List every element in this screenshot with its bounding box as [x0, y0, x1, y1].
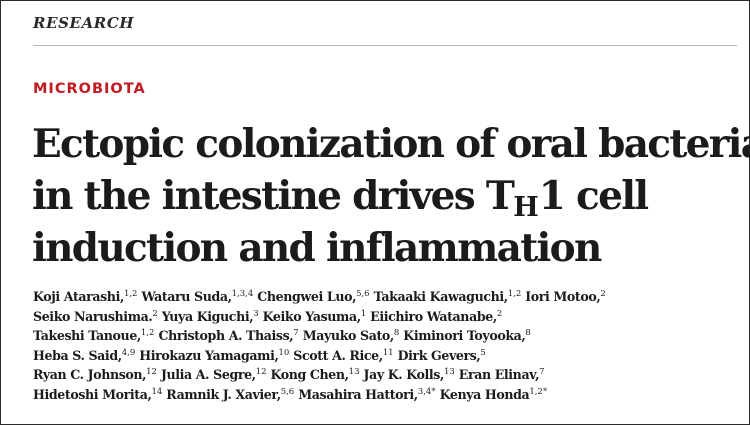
author-affiliation: 8 — [525, 328, 531, 339]
author-affiliation: 1,2* — [529, 386, 548, 397]
author-name: Jay K. Kolls, — [363, 367, 445, 383]
author-name: Heba S. Said, — [33, 347, 122, 363]
author: Kenya Honda1,2* — [440, 387, 548, 402]
author-name: Scott A. Rice, — [293, 347, 383, 363]
author: Takaaki Kawaguchi,1,2 — [374, 289, 522, 304]
author-name: Chengwei Luo, — [257, 289, 357, 304]
author-row: Heba S. Said,4,9 Hirokazu Yamagami,10 Sc… — [33, 346, 745, 366]
author-affiliation: 13 — [443, 367, 455, 378]
author: Jay K. Kolls,13 — [364, 367, 455, 382]
author-name: Koji Atarashi, — [33, 289, 124, 304]
author: Keiko Yasuma,1 — [263, 309, 367, 324]
author-affiliation: 7 — [539, 367, 545, 378]
author: Masahira Hattori,3,4* — [298, 387, 435, 402]
author-name: Christoph A. Thaiss, — [158, 328, 294, 344]
author: Seiko Narushima.2 — [33, 309, 158, 324]
title-subscript: H — [513, 192, 539, 223]
author: Wataru Suda,1,3,4 — [141, 289, 253, 304]
author-affiliation: 4,9 — [121, 347, 136, 358]
category-label: MICROBIOTA — [33, 81, 146, 97]
author: Scott A. Rice,11 — [293, 348, 393, 363]
author: Dirk Gevers,5 — [398, 348, 486, 363]
title-line-3: induction and inflammation — [32, 225, 602, 271]
author: Takeshi Tanoue,1,2 — [33, 328, 154, 343]
author-name: Hirokazu Yamagami, — [139, 347, 279, 363]
author-list: Koji Atarashi,1,2 Wataru Suda,1,3,4 Chen… — [33, 287, 745, 405]
author-row: Hidetoshi Morita,14 Ramnik J. Xavier,5,6… — [33, 385, 745, 405]
author-affiliation: 5,6 — [356, 289, 370, 299]
author-affiliation: 8 — [393, 328, 400, 339]
author-affiliation: 10 — [278, 347, 290, 358]
author-name: Kong Chen, — [270, 367, 350, 383]
author: Koji Atarashi,1,2 — [33, 289, 137, 304]
author-name: Kiminori Toyooka, — [403, 328, 526, 344]
author-name: Eiichiro Watanabe, — [370, 308, 497, 324]
author-affiliation: 1,2 — [140, 328, 155, 339]
author: Ryan C. Johnson,12 — [33, 367, 157, 382]
author-affiliation: 2 — [496, 308, 503, 319]
author-affiliation: 11 — [382, 347, 394, 358]
author: Chengwei Luo,5,6 — [257, 289, 369, 304]
header-divider — [33, 45, 737, 46]
author-affiliation: 1,2 — [507, 289, 522, 299]
author-affiliation: 5 — [480, 347, 486, 358]
title-line-1: Ectopic colonization of oral bacteria — [32, 121, 750, 167]
author: Ramnik J. Xavier,5,6 — [166, 387, 294, 402]
author: Hirokazu Yamagami,10 — [139, 348, 289, 363]
author-affiliation: 3,4* — [417, 386, 436, 397]
author: Mayuko Sato,8 — [303, 328, 400, 343]
author: Hidetoshi Morita,14 — [33, 387, 162, 402]
author-name: Takaaki Kawaguchi, — [373, 289, 509, 304]
author: Iori Motoo,2 — [525, 289, 605, 304]
title-line-2-tail: 1 cell — [538, 173, 649, 219]
author: Yuya Kiguchi,3 — [162, 309, 259, 324]
author: Christoph A. Thaiss,7 — [158, 328, 298, 343]
author-name: Wataru Suda, — [141, 289, 232, 304]
author-affiliation: 1,2 — [123, 289, 138, 299]
author: Kiminori Toyooka,8 — [403, 328, 531, 343]
author-name: Kenya Honda — [439, 386, 530, 402]
author: Eiichiro Watanabe,2 — [370, 309, 502, 324]
author-row: Koji Atarashi,1,2 Wataru Suda,1,3,4 Chen… — [33, 287, 745, 307]
author-affiliation: 3 — [253, 308, 259, 319]
author-name: Seiko Narushima. — [33, 308, 153, 324]
author-affiliation: 12 — [146, 367, 157, 378]
section-label: RESEARCH — [33, 14, 135, 32]
author-affiliation: 2 — [600, 289, 606, 299]
author-name: Masahira Hattori, — [298, 386, 418, 402]
author: Kong Chen,13 — [271, 367, 360, 382]
author-name: Dirk Gevers, — [397, 347, 481, 363]
author-name: Takeshi Tanoue, — [33, 328, 141, 344]
title-line-2-text: in the intestine drives T — [32, 173, 515, 219]
author-affiliation: 1 — [360, 308, 367, 319]
author-row: Seiko Narushima.2 Yuya Kiguchi,3 Keiko Y… — [33, 307, 745, 327]
author-name: Yuya Kiguchi, — [161, 308, 254, 324]
author-row: Takeshi Tanoue,1,2 Christoph A. Thaiss,7… — [33, 326, 745, 346]
author: Julia A. Segre,12 — [161, 367, 267, 382]
author-name: Mayuko Sato, — [302, 328, 395, 344]
author: Heba S. Said,4,9 — [33, 348, 135, 363]
article-title: Ectopic colonization of oral bacteria in… — [32, 118, 750, 274]
author-name: Eran Elinav, — [458, 367, 540, 383]
author-name: Ryan C. Johnson, — [33, 367, 147, 383]
author-affiliation: 1,3,4 — [231, 289, 254, 299]
author: Eran Elinav,7 — [459, 367, 545, 382]
author-name: Iori Motoo, — [525, 289, 601, 304]
author-name: Keiko Yasuma, — [262, 308, 361, 324]
author-affiliation: 13 — [348, 367, 360, 378]
title-line-2: in the intestine drives TH1 cell — [32, 170, 744, 222]
author-name: Ramnik J. Xavier, — [166, 386, 281, 402]
author-row: Ryan C. Johnson,12 Julia A. Segre,12 Kon… — [33, 365, 745, 385]
author-name: Julia A. Segre, — [160, 367, 256, 383]
author-name: Hidetoshi Morita, — [33, 386, 152, 402]
author-affiliation: 2 — [152, 308, 158, 319]
author-affiliation: 14 — [151, 386, 163, 397]
author-affiliation: 12 — [255, 367, 267, 378]
author-affiliation: 5,6 — [280, 386, 295, 397]
author-affiliation: 7 — [293, 328, 299, 339]
